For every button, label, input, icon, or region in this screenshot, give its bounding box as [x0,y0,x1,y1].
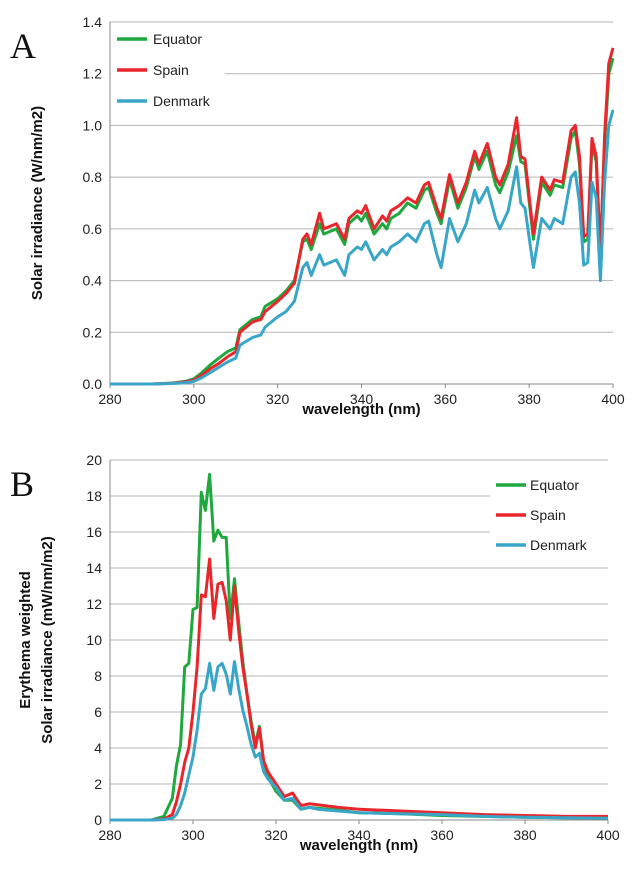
y-axis-title: Solar irradiance (W/nm/m2) [29,106,46,300]
x-tick-label: 320 [266,391,290,407]
y-tick-label: 0.6 [83,221,103,237]
y-tick-label: 1.0 [83,117,103,133]
panel-b: B 0 2 4 6 8 10 12 14 16 18 20 280 300 320 340 360 380 400 w… [10,452,620,854]
legend-label-denmark: Denmark [530,537,588,553]
y-tick-label: 0.0 [83,376,103,392]
x-axis-title: wavelength (nm) [301,401,420,418]
y-tick-label: 12 [86,596,102,612]
legend-label-spain: Spain [153,62,189,78]
y-tick-label: 4 [94,740,102,756]
x-tick-label: 320 [264,827,288,843]
x-tick-label: 340 [350,391,374,407]
panel-letter: A [10,26,36,66]
y-tick-label: 20 [86,452,102,468]
y-tick-label: 18 [86,488,102,504]
x-tick-label: 360 [430,827,454,843]
series-line-equator [110,57,615,386]
y-tick-label: 16 [86,524,102,540]
x-tick-label: 400 [596,827,620,843]
x-tick-label: 340 [347,827,371,843]
legend-label-denmark: Denmark [153,93,211,109]
x-axis-title: wavelength (nm) [299,837,418,854]
series-line-spain [110,557,608,822]
y-tick-label: 0.4 [83,273,103,289]
x-tick-label: 360 [434,391,458,407]
y-tick-label: 1.4 [83,14,103,30]
x-tick-label: 280 [98,827,122,843]
y-tick-label: 2 [94,776,102,792]
series-line-denmark [110,109,615,386]
legend-label-spain: Spain [530,507,566,523]
y-tick-label: 8 [94,668,102,684]
y-tick-label: 1.2 [83,66,103,82]
x-tick-label: 300 [182,391,206,407]
legend-label-equator: Equator [153,31,202,47]
y-tick-label: 10 [86,632,102,648]
x-tick-label: 380 [513,827,537,843]
series-line-spain [110,47,615,386]
legend-label-equator: Equator [530,477,579,493]
x-tick-label: 380 [517,391,541,407]
x-tick-label: 300 [181,827,205,843]
series-line-denmark [110,660,609,822]
panel-letter: B [10,464,34,504]
y-tick-label: 0 [94,812,102,828]
y-tick-label: 14 [86,560,102,576]
y-tick-label: 0.8 [83,169,103,185]
x-tick-label: 280 [98,391,122,407]
x-tick-label: 400 [601,391,625,407]
y-tick-label: 6 [94,704,102,720]
y-axis-title-line: Solar irradiance (mW/nm/m2) [39,536,56,744]
y-tick-label: 0.2 [83,324,103,340]
panel-a: A 0.0 0.2 0.4 0.6 0.8 1.0 1.2 1.4 280 300 320 340 360… [10,14,625,418]
y-axis-title-line: Erythema weighted [17,571,34,709]
